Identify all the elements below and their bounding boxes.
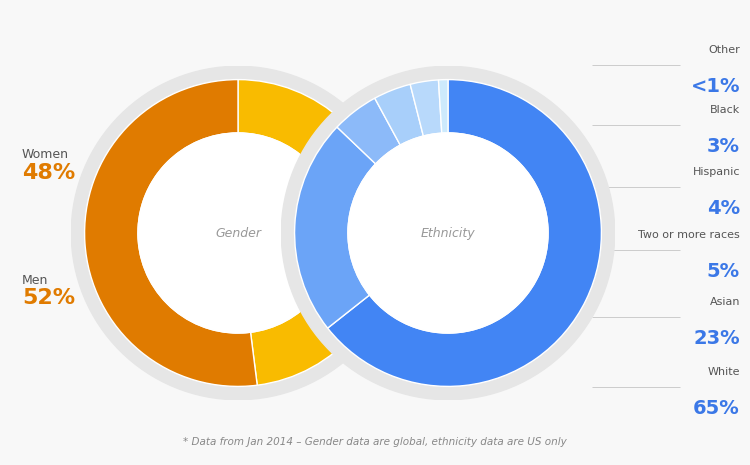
Text: Hispanic: Hispanic bbox=[692, 167, 740, 177]
Text: Men: Men bbox=[22, 273, 48, 286]
Text: Other: Other bbox=[708, 45, 740, 55]
Text: * Data from Jan 2014 – Gender data are global, ethnicity data are US only: * Data from Jan 2014 – Gender data are g… bbox=[183, 437, 567, 447]
Text: 23%: 23% bbox=[693, 329, 740, 348]
Text: 48%: 48% bbox=[22, 163, 75, 183]
Text: 52%: 52% bbox=[22, 288, 75, 308]
Text: 5%: 5% bbox=[706, 262, 740, 281]
Text: 3%: 3% bbox=[707, 137, 740, 156]
Text: 4%: 4% bbox=[706, 199, 740, 218]
Text: 65%: 65% bbox=[693, 399, 740, 418]
Text: White: White bbox=[707, 367, 740, 377]
Text: <1%: <1% bbox=[691, 77, 740, 96]
Text: Women: Women bbox=[22, 148, 69, 161]
Text: Asian: Asian bbox=[710, 297, 740, 307]
Text: Two or more races: Two or more races bbox=[638, 230, 740, 240]
Text: Black: Black bbox=[710, 105, 740, 115]
